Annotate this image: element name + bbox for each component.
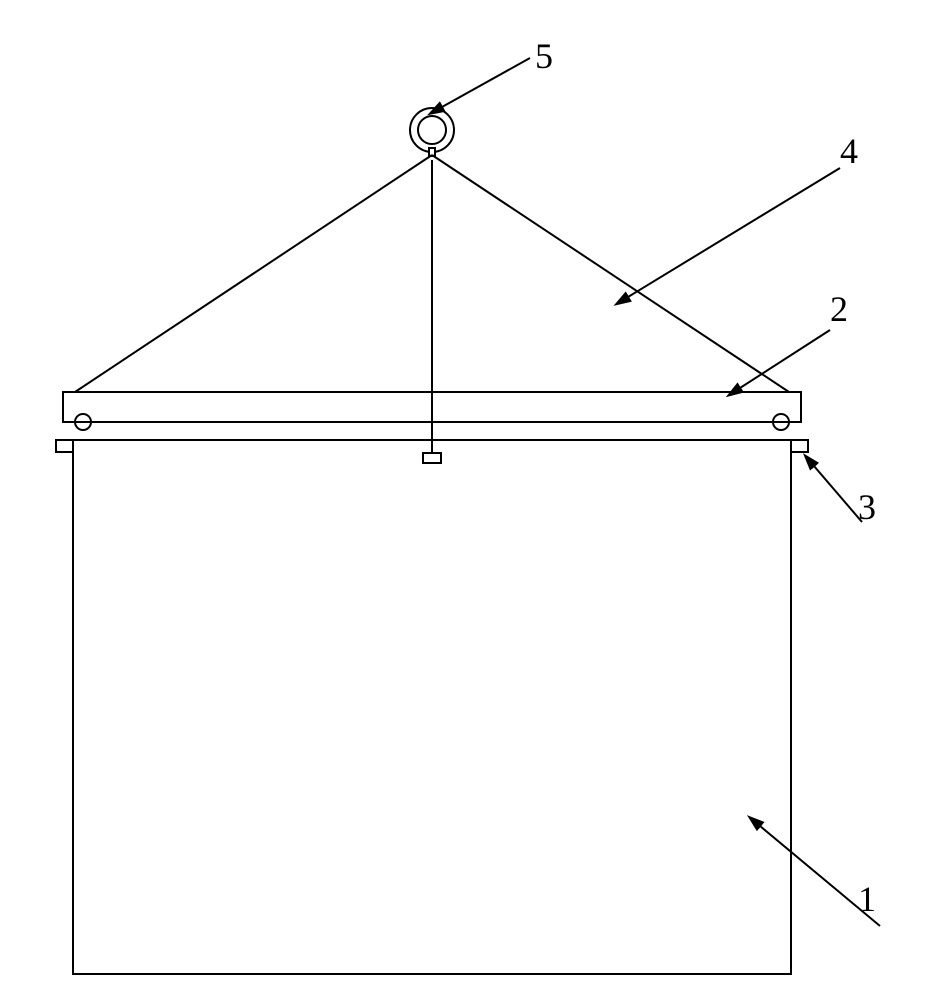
side-tab-left — [56, 440, 73, 452]
leader-2 — [740, 330, 830, 388]
center-stop — [423, 453, 441, 463]
cable-left — [75, 155, 432, 392]
label-5: 5 — [535, 35, 553, 77]
leader-4 — [628, 168, 840, 297]
ring-slot — [429, 148, 435, 156]
main-container — [73, 440, 791, 974]
leader-3 — [814, 466, 862, 522]
label-2: 2 — [830, 288, 848, 330]
label-3: 3 — [858, 486, 876, 528]
ring-outer — [410, 108, 454, 152]
side-tab-right — [791, 440, 808, 452]
leader-5 — [442, 58, 530, 107]
label-1: 1 — [858, 878, 876, 920]
label-4: 4 — [840, 130, 858, 172]
diagram-canvas — [0, 0, 929, 1000]
cable-right — [432, 155, 789, 392]
ring-inner — [418, 116, 446, 144]
